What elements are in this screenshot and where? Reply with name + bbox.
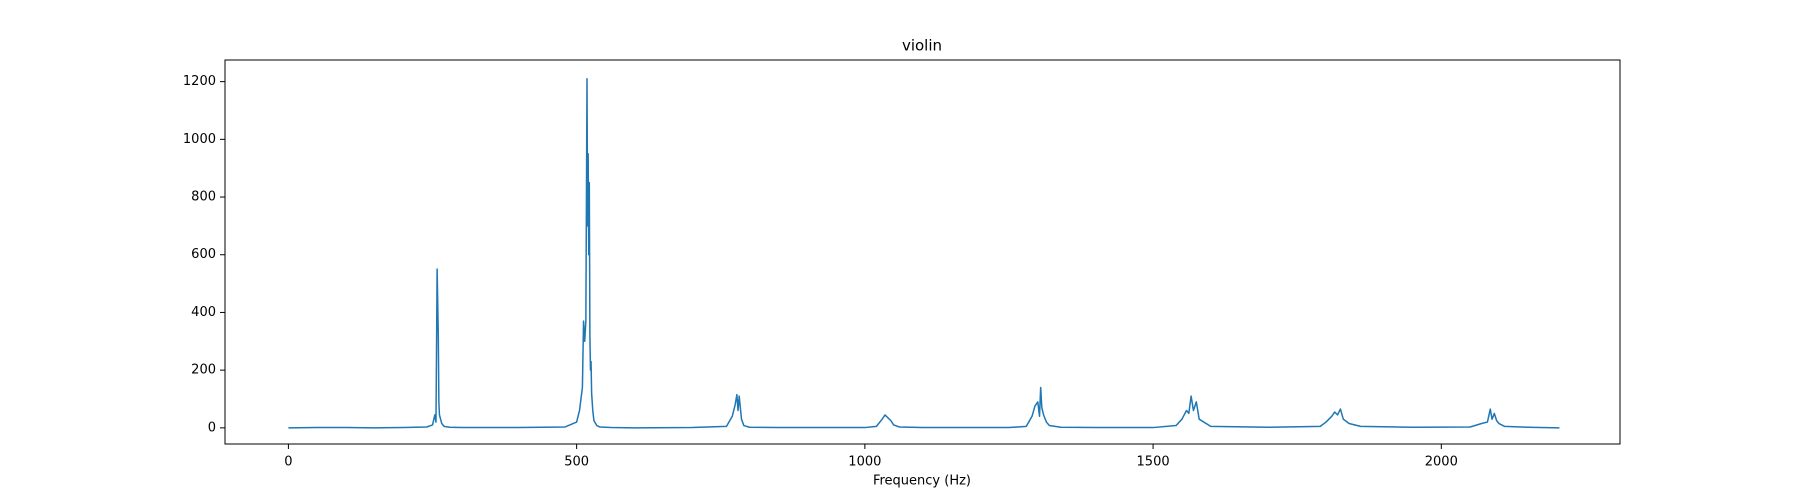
x-axis-label: Frequency (Hz): [873, 474, 971, 489]
spectrum-line: [288, 78, 1560, 429]
y-tick-label: 0: [208, 420, 216, 435]
x-tick-label: 500: [564, 455, 589, 470]
y-tick-label: 600: [191, 247, 216, 262]
y-tick-label: 200: [191, 363, 216, 378]
y-tick-label: 1200: [183, 74, 216, 89]
x-tick-label: 0: [284, 455, 292, 470]
x-tick-label: 1500: [1137, 455, 1170, 470]
x-tick-label: 1000: [848, 455, 881, 470]
y-tick-label: 800: [191, 190, 216, 205]
x-tick-label: 2000: [1425, 455, 1458, 470]
y-tick-label: 1000: [183, 132, 216, 147]
chart-title: violin: [902, 37, 942, 55]
plot-frame: [224, 59, 1621, 445]
y-tick-label: 400: [191, 305, 216, 320]
